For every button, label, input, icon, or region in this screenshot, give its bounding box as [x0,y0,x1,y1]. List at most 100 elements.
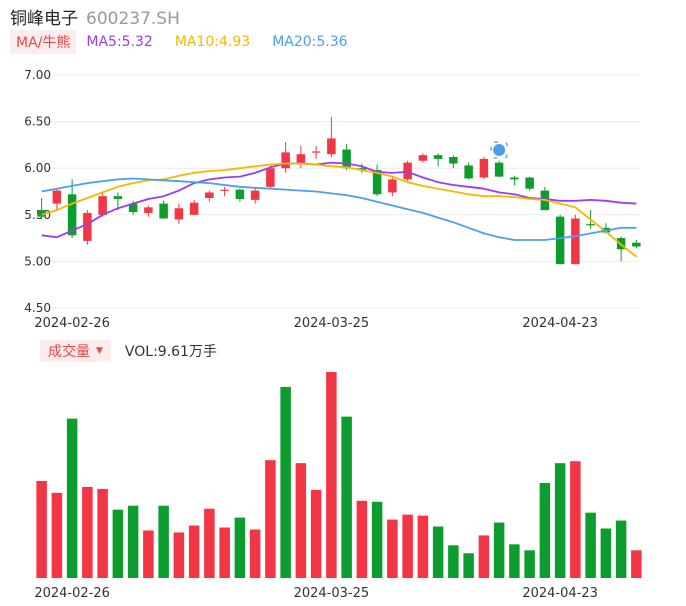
volume-bar [493,522,505,578]
candle-body [555,216,565,265]
candle-body [311,151,321,153]
candle-body [174,208,184,220]
volume-indicator-selector[interactable]: 成交量 ▼ [40,340,111,362]
volume-bars [36,372,642,578]
volume-bar [82,486,93,578]
volume-bar [341,416,352,578]
volume-bar [158,505,169,578]
price-y-axis: 7.006.506.005.505.004.50 [24,68,51,315]
x-tick-label: 2024-04-23 [522,586,598,601]
caret-down-icon: ▼ [96,346,103,356]
volume-bar [326,372,337,578]
candle-body [128,203,138,213]
candle-body [281,152,290,169]
stock-name: 铜峰电子 [10,9,78,29]
y-tick-label: 6.50 [24,115,51,129]
volume-bar [219,527,230,578]
stock-code: 600237.SH [86,9,180,29]
volume-bar [97,488,108,578]
y-tick-label: 7.00 [24,68,51,82]
y-tick-label: 4.50 [24,301,51,315]
candle-body [494,162,504,177]
candle-body [632,242,641,247]
ma-legend: MA/牛熊 MA5:5.32 MA10:4.93 MA20:5.36 [10,30,370,54]
volume-bar [143,530,154,578]
volume-bar [371,501,383,578]
volume-bar [234,517,246,578]
volume-bar [356,500,368,578]
candle-body [372,170,382,195]
moving-average-lines [41,161,637,258]
event-marker-icon[interactable] [490,141,508,159]
candle-body [113,196,123,199]
candle-body [189,202,199,215]
candle-body [159,203,168,219]
volume-bar [112,509,124,578]
volume-bar [127,505,139,578]
candle-body [433,155,443,159]
volume-bar [36,480,47,578]
candle-body [403,162,412,180]
candle-body [220,189,229,191]
volume-bar [509,544,520,578]
volume-indicator-label: 成交量 [48,344,90,360]
candle-body [525,177,534,189]
candlestick-series [37,116,641,265]
candle-body [327,138,336,155]
volume-bar [448,545,459,578]
ma20-value: MA20:5.36 [272,34,348,50]
candle-body [449,157,458,164]
candle-body [418,155,428,161]
volume-bar [417,515,429,578]
volume-bar [265,460,276,578]
candle-body [342,149,351,169]
volume-bar [280,386,291,578]
volume-bar [554,463,566,578]
candle-body [388,179,397,193]
marker-dot [493,144,506,156]
candle-body [357,168,367,171]
candle-body [205,192,214,199]
candle-body [98,196,107,215]
volume-bar [539,482,551,578]
volume-bar [173,532,185,578]
ma10-line [41,162,637,258]
candle-body [52,190,62,204]
volume-bar [402,514,413,578]
ma5-value: MA5:5.32 [86,34,153,50]
ma-indicator-selector[interactable]: MA/牛熊 [10,30,77,54]
volume-bar [615,520,627,578]
candle-body [510,177,519,180]
volume-bar [51,492,63,578]
y-tick-label: 6.00 [24,161,51,175]
volume-bar [463,553,474,578]
ma10-value: MA10:4.93 [174,34,251,50]
ma5-line [41,161,637,239]
candle-body [250,190,260,200]
marker-frame [490,141,508,159]
stock-header: 铜峰电子 600237.SH [10,4,180,29]
candle-body [235,189,245,199]
y-tick-label: 5.00 [24,254,51,268]
candle-body [586,224,595,226]
volume-bar [387,519,398,578]
price-x-axis: 2024-02-26 2024-03-25 2024-04-23 [34,316,598,331]
candle-body [464,165,473,179]
x-tick-label: 2024-04-23 [522,316,598,331]
volume-bar [310,489,322,578]
candle-body [67,194,77,236]
volume-bar [249,529,261,578]
candle-body [144,207,153,213]
volume-bar [204,508,215,578]
candle-body [266,168,275,187]
volume-bar [478,535,490,578]
x-tick-label: 2024-02-26 [34,586,110,601]
candle-body [571,218,580,265]
price-gridlines [34,74,640,309]
x-tick-label: 2024-03-25 [294,316,370,331]
volume-bar [631,550,642,578]
x-tick-label: 2024-03-25 [294,586,370,601]
ma20-line [41,177,637,241]
volume-bar [585,512,596,578]
